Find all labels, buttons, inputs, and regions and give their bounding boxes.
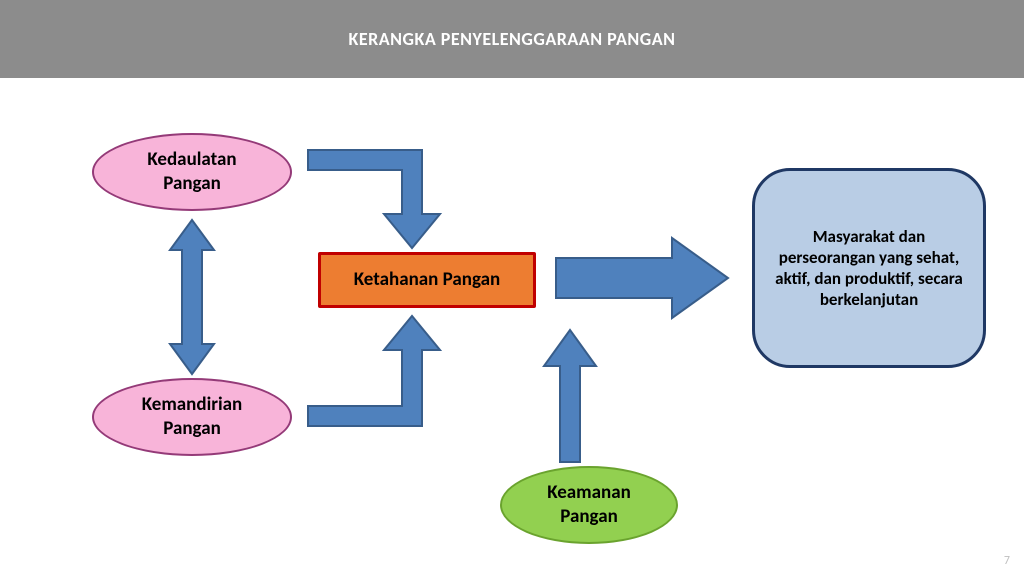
- arrow-kedaulatan-to-ketahanan: [308, 150, 440, 248]
- node-kedaulatan-label: Kedaulatan Pangan: [147, 148, 236, 196]
- node-ketahanan: Ketahanan Pangan: [318, 252, 536, 308]
- node-ketahanan-label: Ketahanan Pangan: [354, 268, 500, 292]
- arrow-ketahanan-to-outcome: [556, 238, 728, 318]
- node-keamanan: Keamanan Pangan: [500, 466, 678, 544]
- arrow-kemandirian-to-ketahanan: [308, 316, 440, 426]
- node-kemandirian-label: Kemandirian Pangan: [142, 393, 243, 441]
- page-number: 7: [1004, 554, 1010, 568]
- node-outcome-label: Masyarakat dan perseorangan yang sehat, …: [773, 226, 965, 311]
- node-keamanan-label: Keamanan Pangan: [547, 481, 631, 529]
- node-kedaulatan: Kedaulatan Pangan: [92, 133, 292, 211]
- node-outcome: Masyarakat dan perseorangan yang sehat, …: [752, 168, 986, 368]
- slide-header: KERANGKA PENYELENGGARAAN PANGAN: [0, 0, 1024, 78]
- arrow-double-vertical: [170, 220, 214, 374]
- slide-title: KERANGKA PENYELENGGARAAN PANGAN: [349, 28, 676, 50]
- node-kemandirian: Kemandirian Pangan: [92, 378, 292, 456]
- arrow-keamanan-to-ketahanan: [544, 330, 596, 462]
- diagram-canvas: Kedaulatan Pangan Kemandirian Pangan Ket…: [0, 78, 1024, 579]
